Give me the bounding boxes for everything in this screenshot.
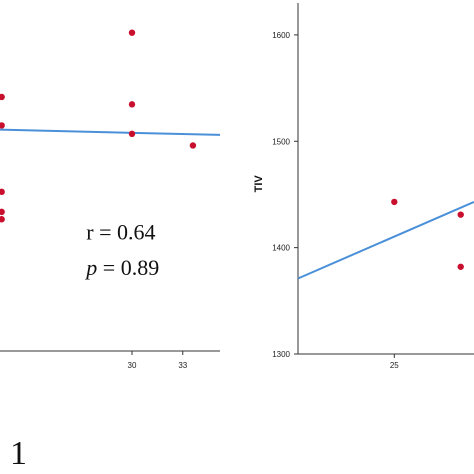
p-value-annotation: p = 0.89	[84, 255, 159, 280]
right-data-point	[391, 198, 398, 206]
right-scatter-panel: 25 1300 1400 1500 1600 TIV	[253, 3, 474, 370]
left-data-point	[128, 130, 136, 138]
right-data-point	[457, 211, 464, 218]
correlation-r-annotation: r = 0.64	[86, 219, 155, 244]
left-data-point	[189, 142, 197, 149]
right-y-tick-label: 1300	[272, 350, 290, 359]
left-x-tick-labels: 30 33	[128, 361, 188, 370]
left-data-point	[0, 188, 5, 196]
right-y-tick-label: 1600	[272, 31, 290, 40]
right-y-ticks	[294, 34, 298, 355]
right-x-tick-label: 25	[390, 361, 399, 370]
left-data-points	[0, 29, 197, 223]
right-data-points	[391, 198, 464, 270]
left-data-point	[128, 29, 136, 36]
left-data-point	[0, 93, 5, 101]
left-data-point	[0, 216, 5, 223]
panel-label: 1	[10, 435, 27, 472]
left-data-point	[0, 208, 5, 216]
left-x-ticks	[131, 351, 184, 355]
right-y-axis-title: TIV	[253, 175, 265, 193]
left-data-point	[0, 122, 5, 129]
left-x-tick-label: 30	[128, 361, 137, 370]
left-x-tick-label: 33	[178, 361, 187, 370]
left-scatter-panel: 30 33 r = 0.64 p = 0.89 1	[0, 29, 221, 472]
left-regression-line	[0, 128, 221, 136]
right-y-tick-label: 1500	[272, 137, 290, 146]
right-data-point	[457, 263, 464, 270]
p-symbol: p	[84, 255, 97, 280]
right-y-tick-label: 1400	[272, 244, 290, 253]
right-regression-line	[297, 200, 474, 280]
right-y-tick-labels: 1300 1400 1500 1600	[272, 31, 290, 359]
right-x-tick-labels: 25	[390, 361, 399, 370]
left-data-point	[128, 101, 136, 108]
p-value-text: = 0.89	[97, 255, 159, 280]
